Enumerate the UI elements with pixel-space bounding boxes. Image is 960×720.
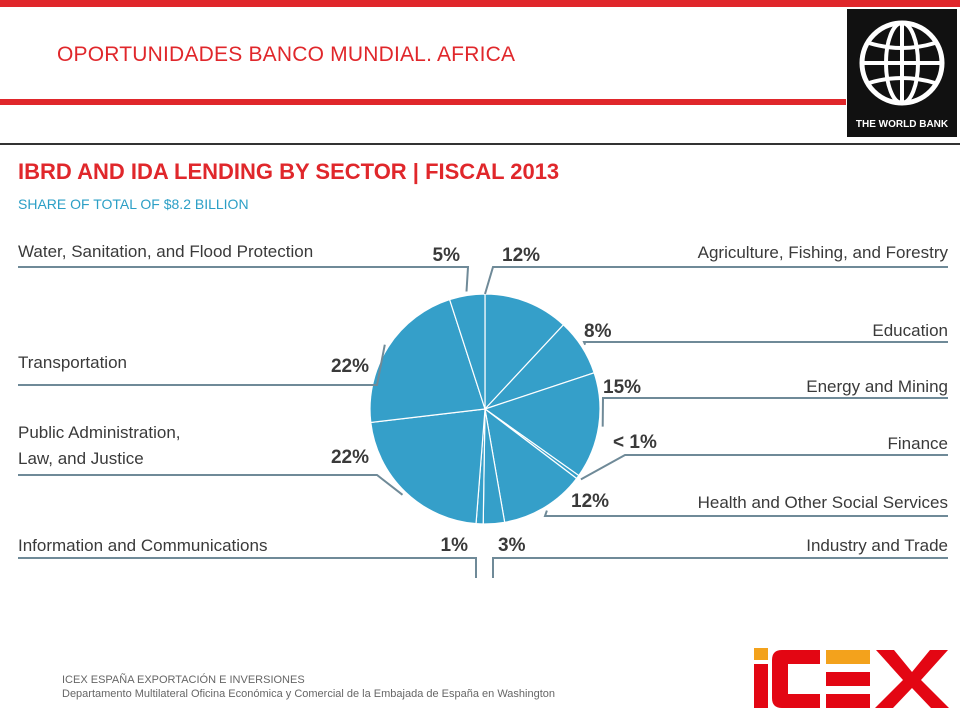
pie-slice-8 [369, 298, 486, 424]
slice-category-label-1: Education [872, 321, 948, 340]
slice-value-label-5: 3% [498, 535, 526, 556]
footer-organization: ICEX ESPAÑA EXPORTACIÓN E INVERSIONES [62, 674, 305, 686]
slice-value-label-9: 5% [433, 245, 461, 266]
slice-leader-line-5 [492, 557, 948, 578]
slice-value-label-1: 8% [584, 321, 612, 342]
pie-chart: IBRD AND IDA LENDING BY SECTOR | FISCAL … [18, 159, 948, 578]
chart-subtitle: SHARE OF TOTAL OF $8.2 BILLION [18, 196, 249, 212]
slice-category-label-4: Health and Other Social Services [698, 493, 948, 512]
title-underline [0, 99, 846, 105]
world-bank-logo: THE WORLD BANK [847, 9, 957, 137]
pie-slices [369, 293, 601, 525]
slice-value-label-0: 12% [502, 245, 540, 266]
slice-leader-line-7 [18, 474, 404, 496]
globe-icon [859, 20, 945, 106]
pie-slice-7 [370, 408, 486, 525]
slice-category-label-7: Public Administration, Law, and Justice [18, 423, 181, 468]
slice-leader-line-4 [543, 510, 948, 517]
slice-value-label-8: 22% [331, 356, 369, 377]
slice-category-label-8: Transportation [18, 353, 127, 372]
slice-leader-line-9 [18, 266, 470, 292]
pie-slice-2 [483, 372, 601, 477]
slice-leader-line-2 [601, 397, 948, 427]
footer-department: Departamento Multilateral Oficina Económ… [62, 688, 556, 700]
slice-value-label-4: 12% [571, 491, 609, 512]
slice-value-label-3: < 1% [613, 432, 657, 453]
slice-category-label-2: Energy and Mining [806, 377, 948, 396]
slice-value-label-6: 1% [441, 535, 469, 556]
pie-labels: 12% Agriculture, Fishing, and Forestry 8% E… [18, 242, 948, 578]
slice-leader-line-8 [18, 344, 386, 386]
world-bank-logo-text: THE WORLD BANK [855, 119, 949, 130]
slide-title: OPORTUNIDADES BANCO MUNDIAL. AFRICA [57, 43, 516, 66]
slice-category-label-6: Information and Communications [18, 536, 267, 555]
slice-value-label-2: 15% [603, 377, 641, 398]
chart-area: IBRD AND IDA LENDING BY SECTOR | FISCAL … [0, 143, 960, 579]
slice-category-label-5: Industry and Trade [806, 536, 948, 555]
slice-leader-line-6 [18, 557, 477, 578]
pie-slice-0 [484, 293, 565, 411]
slice-category-label-3: Finance [888, 434, 948, 453]
top-accent-bar [0, 0, 960, 7]
icex-logo [754, 648, 949, 708]
pie-slice-4 [484, 407, 578, 523]
slice-value-label-7: 22% [331, 447, 369, 468]
slice-category-label-0: Agriculture, Fishing, and Forestry [698, 243, 949, 262]
slice-category-label-9: Water, Sanitation, and Flood Protection [18, 242, 313, 261]
pie-slice-9 [448, 293, 486, 410]
chart-title: IBRD AND IDA LENDING BY SECTOR | FISCAL … [18, 159, 559, 184]
slice-leader-line-1 [582, 341, 948, 346]
slice-leader-line-0 [484, 266, 948, 295]
slice-leader-line-3 [580, 454, 948, 481]
footer: ICEX ESPAÑA EXPORTACIÓN E INVERSIONES De… [62, 673, 555, 701]
